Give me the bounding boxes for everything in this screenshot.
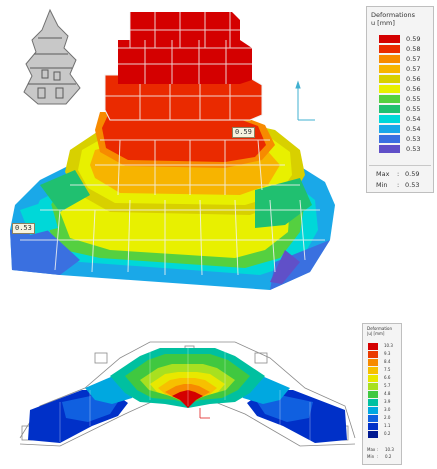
max-label: Max: [376, 170, 390, 178]
legend-swatch: [379, 65, 400, 73]
legend-unit: u [mm]: [371, 19, 395, 27]
deformation-legend: Deformations u [mm] 0.59 0.58 0.57 0.57 …: [366, 6, 434, 193]
legend-swatch: [379, 115, 400, 123]
legend-swatch: [368, 391, 378, 398]
legend-swatch: [368, 367, 378, 374]
max-value: 10.3: [385, 447, 394, 452]
max-label: Max: [367, 447, 376, 452]
legend-swatch: [368, 375, 378, 382]
legend-swatch: [379, 35, 400, 43]
legend-label: 0.53: [406, 145, 421, 153]
legend-label: 0.54: [406, 115, 421, 123]
deformation-legend-2: Deformation |u| [mm] 10.3 9.3 8.4 7.5 6.…: [362, 323, 402, 465]
top-viewport[interactable]: [0, 0, 365, 305]
legend-label: 3.9: [384, 399, 391, 404]
max-separator: :: [397, 170, 400, 178]
legend-swatch: [379, 125, 400, 133]
legend-swatch: [368, 415, 378, 422]
model-thumbnail: [18, 8, 88, 106]
legend-label: 0.2: [384, 431, 391, 436]
min-label: Min: [376, 181, 388, 189]
axis-icon: [295, 80, 315, 121]
legend-label: 9.3: [384, 351, 391, 356]
legend-swatch: [368, 383, 378, 390]
legend-swatch: [368, 399, 378, 406]
max-value-tag: 0.59: [232, 127, 255, 138]
min-separator: :: [397, 181, 400, 189]
legend-label: 7.5: [384, 367, 391, 372]
legend-label: 0.57: [406, 55, 421, 63]
legend-swatch: [379, 135, 400, 143]
legend-title: Deformations: [371, 11, 415, 19]
legend-swatch: [368, 359, 378, 366]
min-separator: :: [377, 454, 379, 459]
legend-label: 3.0: [384, 407, 391, 412]
legend-label: 0.55: [406, 105, 421, 113]
legend-label: 0.56: [406, 85, 421, 93]
legend-swatch: [379, 95, 400, 103]
legend-swatch: [379, 75, 400, 83]
legend-swatch: [379, 145, 400, 153]
legend-label: 0.57: [406, 65, 421, 73]
bottom-viewport[interactable]: [0, 318, 362, 465]
legend-label: 0.59: [406, 35, 421, 43]
legend-unit: |u| [mm]: [367, 331, 385, 336]
arch-deformation-model: [19, 341, 356, 447]
legend-label: 5.7: [384, 383, 391, 388]
legend-label: 10.3: [384, 343, 393, 348]
legend-label: 8.4: [384, 359, 391, 364]
legend-label: 0.58: [406, 45, 421, 53]
legend-swatch: [368, 351, 378, 358]
legend-swatch: [368, 431, 378, 438]
min-label: Min: [367, 454, 375, 459]
legend-swatch: [379, 85, 400, 93]
legend-swatch: [379, 45, 400, 53]
legend-label: 0.54: [406, 125, 421, 133]
legend-title: Deformation: [367, 326, 392, 331]
min-value-tag: 0.53: [12, 223, 35, 234]
legend-label: 0.53: [406, 135, 421, 143]
legend-swatch: [379, 55, 400, 63]
legend-swatch: [368, 423, 378, 430]
legend-swatch: [368, 407, 378, 414]
max-separator: :: [377, 447, 379, 452]
min-value: 0.2: [385, 454, 392, 459]
legend-label: 6.6: [384, 375, 391, 380]
legend-swatch: [379, 105, 400, 113]
legend-label: 4.8: [384, 391, 391, 396]
max-value: 0.59: [405, 170, 420, 178]
legend-label: 0.56: [406, 75, 421, 83]
legend-label: 0.55: [406, 95, 421, 103]
legend-swatch: [368, 343, 378, 350]
legend-label: 2.0: [384, 415, 391, 420]
min-value: 0.53: [405, 181, 420, 189]
legend-label: 1.1: [384, 423, 391, 428]
pyramid-deformation-model: [10, 12, 335, 290]
